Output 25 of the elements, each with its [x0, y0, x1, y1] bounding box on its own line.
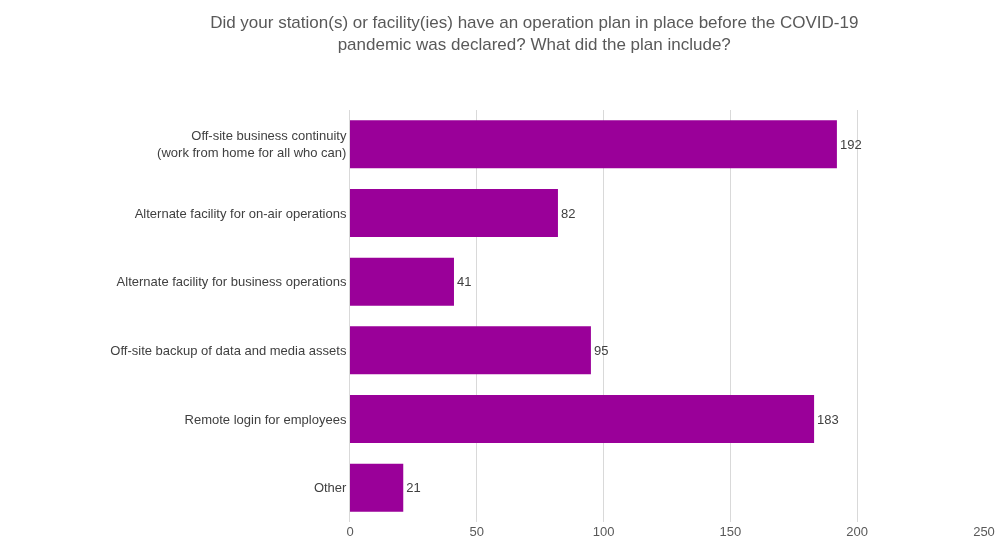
data-label: 41 [456, 274, 472, 290]
y-tick-label: Other [313, 480, 348, 496]
bar [350, 394, 815, 444]
x-tick-label: 0 [346, 524, 354, 539]
chart-title: Did your station(s) or facility(ies) have an operation plan in place before the COVID-19 pandemic was declared? What did the plan include? [210, 12, 859, 54]
bar [350, 257, 454, 306]
y-tick-label: Off-site business continuity (work from home for all who can) [157, 128, 347, 161]
bar [350, 120, 837, 169]
data-label: 95 [593, 342, 609, 358]
x-tick-label: 150 [719, 524, 742, 539]
x-tick-label: 50 [469, 524, 485, 539]
data-label: 82 [560, 205, 576, 221]
y-tick-label: Off-site backup of data and media assets [110, 342, 347, 358]
y-tick-label: Remote login for employees [184, 411, 347, 427]
y-tick-label: Alternate facility for business operations [116, 274, 347, 290]
y-tick-label: Alternate facility for on-air operations [134, 205, 347, 221]
bar [350, 326, 591, 375]
data-label: 183 [817, 411, 839, 427]
x-tick-label: 200 [846, 524, 869, 539]
bar [350, 463, 404, 512]
data-label: 192 [839, 136, 862, 152]
data-label: 21 [406, 480, 421, 496]
x-tick-label: 100 [592, 524, 615, 539]
x-tick-label: 250 [973, 524, 995, 539]
bar [350, 188, 558, 238]
